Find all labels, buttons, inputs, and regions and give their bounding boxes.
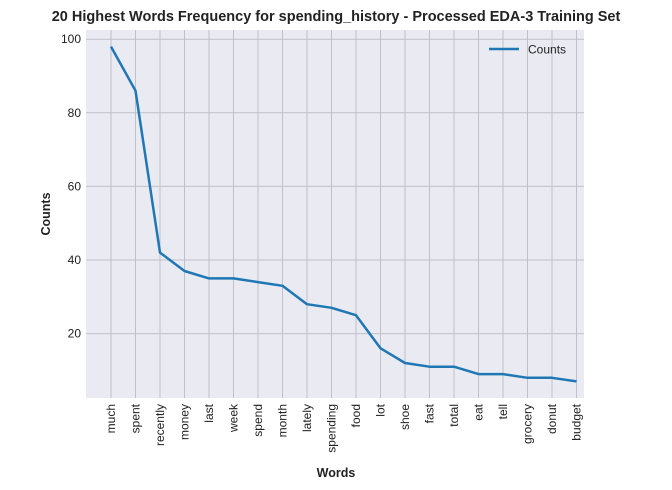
x-tick-label: spending <box>325 404 339 453</box>
chart-title: 20 Highest Words Frequency for spending_… <box>52 9 621 25</box>
x-tick-label: week <box>227 403 241 433</box>
x-tick-label: total <box>447 404 461 427</box>
x-tick-label: grocery <box>521 404 535 444</box>
x-tick-label: last <box>202 403 216 422</box>
x-tick-label: recently <box>153 404 167 446</box>
x-axis-ticks: much spent recently money last week spend month… <box>104 403 584 453</box>
x-axis-label: Words <box>317 466 356 480</box>
y-tick-label: 60 <box>68 179 82 193</box>
x-tick-label: shoe <box>398 404 412 430</box>
x-tick-label: money <box>178 404 192 440</box>
y-tick-label: 100 <box>61 32 81 46</box>
x-tick-label: lot <box>374 403 388 416</box>
x-tick-label: spend <box>251 404 265 437</box>
legend: Counts <box>489 43 566 57</box>
x-tick-label: food <box>349 404 363 427</box>
x-tick-label: spent <box>129 403 143 433</box>
y-tick-label: 40 <box>68 253 82 267</box>
x-tick-label: donut <box>545 403 559 434</box>
x-tick-label: eat <box>472 403 486 420</box>
x-tick-label: lately <box>300 404 314 432</box>
grid-lines <box>86 30 584 398</box>
y-tick-label: 80 <box>68 106 82 120</box>
series-line-counts <box>109 45 577 383</box>
legend-label: Counts <box>528 43 566 57</box>
y-axis-label: Counts <box>39 192 53 235</box>
x-tick-label: much <box>104 404 118 433</box>
y-tick-label: 20 <box>68 327 82 341</box>
x-tick-label: budget <box>570 403 584 440</box>
x-tick-label: month <box>276 404 290 437</box>
y-axis-ticks: 20 40 60 80 100 <box>61 32 81 340</box>
plot-area <box>86 30 584 398</box>
x-tick-label: tell <box>496 404 510 419</box>
x-tick-label: fast <box>423 403 437 423</box>
